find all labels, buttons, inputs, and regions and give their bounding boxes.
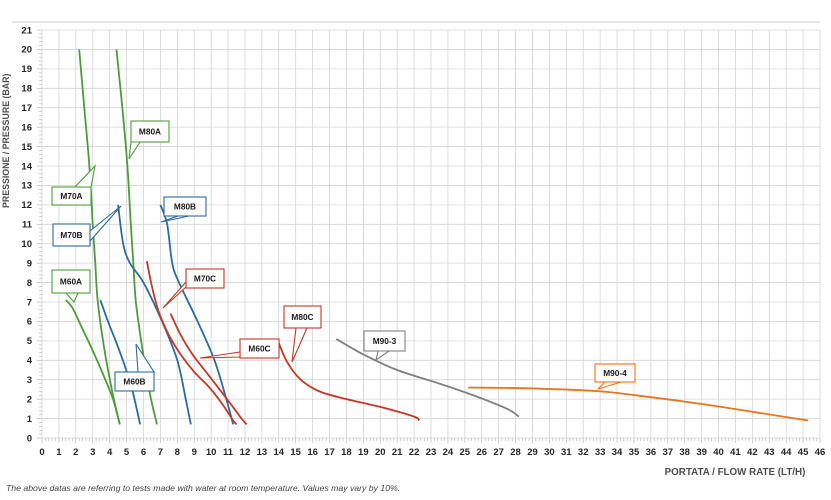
svg-text:20: 20 xyxy=(21,45,32,56)
svg-text:9: 9 xyxy=(27,258,32,269)
svg-text:10: 10 xyxy=(21,239,32,250)
svg-text:2: 2 xyxy=(73,447,78,458)
svg-text:M60A: M60A xyxy=(60,277,82,287)
svg-text:4: 4 xyxy=(107,447,113,458)
svg-text:23: 23 xyxy=(426,447,437,458)
svg-text:M60B: M60B xyxy=(123,377,145,387)
svg-text:18: 18 xyxy=(21,84,32,95)
svg-text:0: 0 xyxy=(27,433,32,444)
svg-text:10: 10 xyxy=(206,447,217,458)
svg-text:6: 6 xyxy=(141,447,146,458)
svg-text:30: 30 xyxy=(544,447,555,458)
svg-text:45: 45 xyxy=(798,447,809,458)
svg-text:43: 43 xyxy=(764,447,775,458)
svg-text:8: 8 xyxy=(27,278,32,289)
svg-text:25: 25 xyxy=(460,447,471,458)
svg-text:29: 29 xyxy=(527,447,538,458)
svg-text:13: 13 xyxy=(21,181,32,192)
svg-text:38: 38 xyxy=(679,447,690,458)
svg-text:39: 39 xyxy=(696,447,707,458)
svg-text:37: 37 xyxy=(662,447,673,458)
svg-text:M70B: M70B xyxy=(60,230,82,240)
svg-text:36: 36 xyxy=(646,447,657,458)
svg-text:26: 26 xyxy=(476,447,487,458)
svg-text:M70C: M70C xyxy=(194,274,216,284)
svg-text:14: 14 xyxy=(273,447,284,458)
svg-text:16: 16 xyxy=(21,122,32,133)
svg-text:19: 19 xyxy=(21,64,32,75)
svg-text:M60C: M60C xyxy=(248,344,270,354)
svg-text:M90-3: M90-3 xyxy=(373,336,397,346)
svg-text:12: 12 xyxy=(240,447,251,458)
svg-text:28: 28 xyxy=(510,447,521,458)
svg-text:3: 3 xyxy=(90,447,95,458)
svg-text:46: 46 xyxy=(815,447,826,458)
svg-text:13: 13 xyxy=(257,447,268,458)
svg-text:7: 7 xyxy=(27,297,32,308)
svg-text:44: 44 xyxy=(781,447,792,458)
svg-text:7: 7 xyxy=(158,447,163,458)
svg-text:17: 17 xyxy=(21,103,32,114)
svg-text:9: 9 xyxy=(192,447,197,458)
svg-text:M80B: M80B xyxy=(174,202,196,212)
svg-text:1: 1 xyxy=(56,447,62,458)
svg-text:34: 34 xyxy=(612,447,623,458)
svg-text:The above datas are referring: The above datas are referring to tests m… xyxy=(6,483,400,493)
svg-text:15: 15 xyxy=(21,142,32,153)
svg-text:6: 6 xyxy=(27,317,32,328)
svg-text:20: 20 xyxy=(375,447,386,458)
svg-text:35: 35 xyxy=(629,447,640,458)
svg-text:27: 27 xyxy=(493,447,504,458)
svg-text:31: 31 xyxy=(561,447,572,458)
svg-text:11: 11 xyxy=(22,220,33,231)
svg-text:11: 11 xyxy=(223,447,234,458)
svg-text:5: 5 xyxy=(27,336,33,347)
svg-text:42: 42 xyxy=(747,447,758,458)
svg-text:8: 8 xyxy=(175,447,180,458)
svg-text:PORTATA / FLOW RATE (LT/H): PORTATA / FLOW RATE (LT/H) xyxy=(665,467,806,478)
svg-text:15: 15 xyxy=(290,447,301,458)
svg-text:32: 32 xyxy=(578,447,589,458)
svg-text:5: 5 xyxy=(124,447,130,458)
svg-text:M80C: M80C xyxy=(291,312,313,322)
svg-text:PRESSIONE / PRESSURE (BAR): PRESSIONE / PRESSURE (BAR) xyxy=(1,74,11,208)
svg-text:1: 1 xyxy=(27,414,33,425)
svg-text:19: 19 xyxy=(358,447,369,458)
svg-text:3: 3 xyxy=(27,375,32,386)
svg-text:33: 33 xyxy=(595,447,606,458)
svg-text:41: 41 xyxy=(730,447,741,458)
svg-text:22: 22 xyxy=(409,447,420,458)
svg-text:14: 14 xyxy=(21,161,32,172)
svg-text:0: 0 xyxy=(39,447,44,458)
svg-text:12: 12 xyxy=(21,200,32,211)
svg-text:16: 16 xyxy=(307,447,318,458)
svg-text:2: 2 xyxy=(27,394,32,405)
svg-text:18: 18 xyxy=(341,447,352,458)
svg-text:24: 24 xyxy=(443,447,454,458)
svg-text:40: 40 xyxy=(713,447,724,458)
svg-text:21: 21 xyxy=(21,25,32,36)
svg-text:17: 17 xyxy=(324,447,335,458)
svg-text:M80A: M80A xyxy=(139,127,161,137)
svg-text:21: 21 xyxy=(392,447,403,458)
svg-text:M90-4: M90-4 xyxy=(603,368,627,378)
svg-text:4: 4 xyxy=(27,356,33,367)
svg-text:M70A: M70A xyxy=(60,191,82,201)
